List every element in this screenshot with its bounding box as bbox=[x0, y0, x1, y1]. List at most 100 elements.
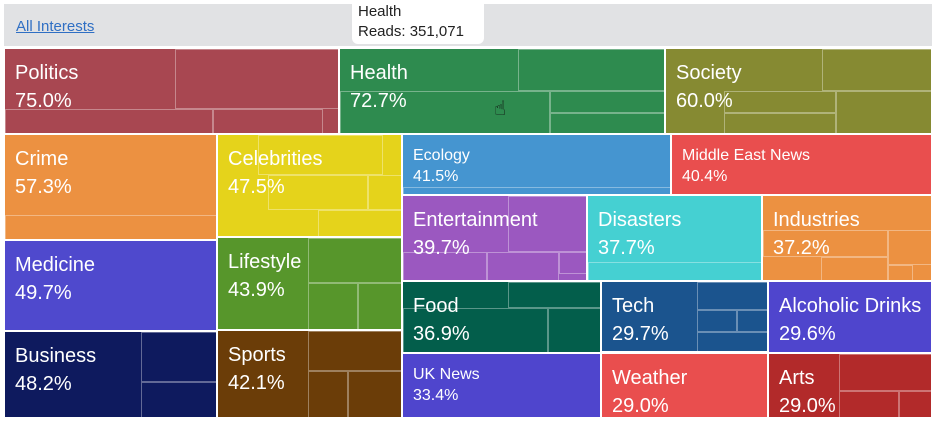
tile-label: Medicine 49.7% bbox=[15, 251, 95, 307]
tile-health[interactable]: Health 72.7% bbox=[339, 48, 665, 134]
subtile[interactable] bbox=[550, 113, 664, 133]
tile-politics[interactable]: Politics 75.0% bbox=[4, 48, 339, 134]
tooltip-reads-value: 351,071 bbox=[409, 23, 464, 40]
tile-middle-east-news[interactable]: Middle East News 40.4% bbox=[671, 134, 932, 195]
tile-society[interactable]: Society 60.0% bbox=[665, 48, 932, 134]
subtile[interactable] bbox=[508, 282, 600, 308]
breadcrumb-all-interests[interactable]: All Interests bbox=[16, 18, 95, 35]
subtile[interactable] bbox=[403, 308, 548, 352]
subtile[interactable] bbox=[403, 187, 670, 194]
tile-percent: 33.4% bbox=[413, 387, 459, 404]
subtile[interactable] bbox=[588, 262, 761, 280]
tile-label: Disasters 37.7% bbox=[598, 206, 681, 262]
subtile[interactable] bbox=[368, 175, 401, 210]
tile-label: Celebrities 47.5% bbox=[228, 145, 322, 201]
subtile[interactable] bbox=[348, 371, 401, 417]
tile-name: Food bbox=[413, 295, 459, 317]
tile-label: Tech 29.7% bbox=[612, 292, 669, 348]
tile-percent: 42.1% bbox=[228, 372, 285, 394]
subtile[interactable] bbox=[697, 282, 767, 310]
tile-label: Weather 29.0% bbox=[612, 364, 687, 417]
tile-name: Business bbox=[15, 345, 97, 367]
subtile[interactable] bbox=[358, 283, 401, 329]
subtile[interactable] bbox=[5, 109, 213, 133]
subtile[interactable] bbox=[308, 331, 401, 371]
subtile[interactable] bbox=[403, 252, 487, 280]
subtile[interactable] bbox=[697, 332, 767, 351]
tile-name: Middle East News bbox=[682, 147, 811, 164]
subtile[interactable] bbox=[258, 135, 383, 175]
hand-cursor-icon: ☝ bbox=[494, 98, 507, 120]
tile-percent: 29.0% bbox=[612, 395, 669, 417]
tile-percent: 57.3% bbox=[15, 176, 72, 198]
subtile[interactable] bbox=[550, 91, 664, 113]
subtile[interactable] bbox=[141, 332, 216, 382]
subtile[interactable] bbox=[724, 91, 836, 113]
tile-name: Medicine bbox=[15, 254, 96, 276]
tile-alcoholic-drinks[interactable]: Alcoholic Drinks 29.6% bbox=[768, 281, 932, 353]
tile-entertainment[interactable]: Entertainment 39.7% bbox=[402, 195, 587, 281]
subtile[interactable] bbox=[763, 230, 888, 257]
tile-name: Health bbox=[350, 62, 408, 84]
subtile[interactable] bbox=[308, 371, 348, 417]
subtile[interactable] bbox=[487, 252, 559, 280]
tile-lifestyle[interactable]: Lifestyle 43.9% bbox=[217, 237, 402, 330]
tile-label: UK News 33.4% bbox=[413, 364, 480, 406]
tile-name: Entertainment bbox=[413, 209, 538, 231]
subtile[interactable] bbox=[839, 354, 931, 391]
tile-label: Food 36.9% bbox=[413, 292, 470, 348]
subtile[interactable] bbox=[141, 382, 216, 417]
tooltip: Health Reads: 351,071 bbox=[352, 0, 484, 44]
tile-food[interactable]: Food 36.9% bbox=[402, 281, 601, 353]
subtile[interactable] bbox=[697, 310, 737, 332]
tile-label: Politics 75.0% bbox=[15, 59, 78, 115]
subtile[interactable] bbox=[899, 391, 931, 417]
subtile[interactable] bbox=[839, 391, 899, 417]
tile-name: UK News bbox=[413, 366, 480, 383]
tile-label: Health 72.7% bbox=[350, 59, 408, 115]
tile-sports[interactable]: Sports 42.1% bbox=[217, 330, 402, 418]
subtile[interactable] bbox=[308, 238, 401, 283]
tile-name: Arts bbox=[779, 367, 815, 389]
tooltip-reads-label: Reads: bbox=[358, 23, 406, 40]
tile-name: Industries bbox=[773, 209, 860, 231]
subtile[interactable] bbox=[559, 252, 586, 274]
subtile[interactable] bbox=[888, 265, 913, 280]
subtile[interactable] bbox=[724, 113, 836, 133]
tile-label: Arts 29.0% bbox=[779, 364, 836, 417]
subtile[interactable] bbox=[836, 91, 931, 133]
tile-tech[interactable]: Tech 29.7% bbox=[601, 281, 768, 352]
subtile[interactable] bbox=[737, 310, 767, 332]
tile-business[interactable]: Business 48.2% bbox=[4, 331, 217, 418]
tile-ecology[interactable]: Ecology 41.5% bbox=[402, 134, 671, 195]
subtile[interactable] bbox=[340, 91, 550, 133]
subtile[interactable] bbox=[888, 230, 931, 265]
tile-name: Ecology bbox=[413, 147, 470, 164]
tile-arts[interactable]: Arts 29.0% bbox=[768, 353, 932, 418]
tile-name: Politics bbox=[15, 62, 79, 84]
tile-celebrities[interactable]: Celebrities 47.5% bbox=[217, 134, 402, 237]
tile-percent: 29.0% bbox=[779, 395, 836, 417]
subtile[interactable] bbox=[822, 49, 931, 91]
tile-weather[interactable]: Weather 29.0% bbox=[601, 353, 768, 418]
tile-name: Lifestyle bbox=[228, 251, 302, 273]
tile-disasters[interactable]: Disasters 37.7% bbox=[587, 195, 762, 281]
subtile[interactable] bbox=[318, 210, 401, 236]
tile-medicine[interactable]: Medicine 49.7% bbox=[4, 240, 217, 331]
subtile[interactable] bbox=[518, 49, 664, 91]
subtile[interactable] bbox=[548, 308, 600, 352]
subtile[interactable] bbox=[175, 49, 338, 109]
subtile[interactable] bbox=[308, 283, 358, 329]
subtile[interactable] bbox=[821, 257, 888, 280]
tile-name: Celebrities bbox=[228, 148, 323, 170]
subtile[interactable] bbox=[268, 175, 368, 210]
tile-industries[interactable]: Industries 37.2% bbox=[762, 195, 932, 281]
subtile[interactable] bbox=[508, 196, 586, 252]
tile-name: Sports bbox=[228, 344, 286, 366]
subtile[interactable] bbox=[5, 215, 216, 239]
subtile[interactable] bbox=[213, 109, 323, 133]
tile-crime[interactable]: Crime 57.3% bbox=[4, 134, 217, 240]
tile-label: Entertainment 39.7% bbox=[413, 206, 538, 262]
tile-percent: 49.7% bbox=[15, 282, 72, 304]
tile-uk-news[interactable]: UK News 33.4% bbox=[402, 353, 601, 418]
